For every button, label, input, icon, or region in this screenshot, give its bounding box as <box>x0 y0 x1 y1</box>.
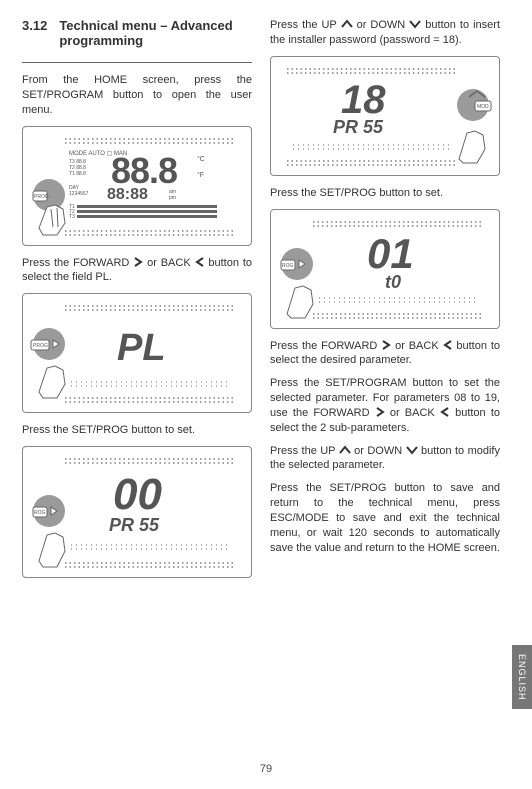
hand-pointer-icon: MOD <box>457 89 491 163</box>
col1-para2: Press the FORWARD or BACK button to sele… <box>22 256 252 286</box>
col2-para4: Press the SET/PROGRAM button to set the … <box>270 376 500 435</box>
lcd-sub-t0: t0 <box>385 272 401 292</box>
svg-text:1234567: 1234567 <box>69 191 89 197</box>
lcd-big-18: 18 <box>341 78 386 122</box>
figure-01-t0: 01 t0 ROG <box>270 209 500 329</box>
section-title: Technical menu – Advanced programming <box>59 18 252 48</box>
svg-text:MOD: MOD <box>477 104 489 110</box>
hand-pointer-icon: PROG <box>33 179 65 235</box>
lcd-big: 88.8 <box>111 150 177 191</box>
lcd-big-00: 00 <box>113 470 162 519</box>
col1-para1: From the HOME screen, press the SET/PROG… <box>22 73 252 118</box>
section-heading: 3.12 Technical menu – Advanced programmi… <box>22 18 252 48</box>
hand-pointer-icon: ROG <box>281 248 313 318</box>
svg-text:88:88: 88:88 <box>107 186 148 203</box>
hand-pointer-icon: ROG <box>33 495 65 567</box>
back-icon <box>440 407 450 417</box>
figure-pl: PL PROG <box>22 293 252 413</box>
col1-para3: Press the SET/PROG button to set. <box>22 423 252 438</box>
svg-text:pm: pm <box>169 195 176 201</box>
down-icon <box>406 445 418 455</box>
down-icon <box>409 19 421 29</box>
svg-text:ROG: ROG <box>34 510 46 516</box>
figure-00-pass: 00 PR 55 ROG <box>22 446 252 578</box>
section-number: 3.12 <box>22 18 47 48</box>
forward-icon <box>381 340 391 350</box>
heading-rule <box>22 62 252 63</box>
back-icon <box>443 340 453 350</box>
col2-para1: Press the UP or DOWN button to insert th… <box>270 18 500 48</box>
hand-pointer-icon: PROG <box>31 328 65 398</box>
forward-icon <box>375 407 385 417</box>
back-icon <box>195 257 205 267</box>
svg-text:PROG: PROG <box>33 343 48 349</box>
page-number: 79 <box>0 763 532 775</box>
lcd-sub-pass2: PR 55 <box>333 117 384 137</box>
up-icon <box>341 19 353 29</box>
prog-button-label: PROG <box>34 194 49 200</box>
svg-text:°F: °F <box>197 171 204 179</box>
svg-text:T3: T3 <box>69 214 75 220</box>
col2-para3: Press the FORWARD or BACK button to sele… <box>270 339 500 369</box>
figure-home-screen: MODE AUTO ▢ MAN T3 88.8 T2 88.8 T1 88.8 … <box>22 126 252 246</box>
col2-para6: Press the SET/PROG button to save and re… <box>270 481 500 555</box>
svg-text:ROG: ROG <box>282 263 294 269</box>
up-icon <box>339 445 351 455</box>
lcd-big-01: 01 <box>367 230 414 277</box>
forward-icon <box>133 257 143 267</box>
lcd-sub-pass: PR 55 <box>109 515 160 535</box>
svg-text:T1 88.8: T1 88.8 <box>69 171 86 177</box>
language-tab: ENGLISH <box>512 645 532 709</box>
col2-para5: Press the UP or DOWN button to modify th… <box>270 444 500 474</box>
svg-text:°C: °C <box>197 155 205 163</box>
figure-18-pass: 18 PR 55 MOD <box>270 56 500 176</box>
lcd-big-pl: PL <box>117 327 166 369</box>
col2-para2: Press the SET/PROG button to set. <box>270 186 500 201</box>
